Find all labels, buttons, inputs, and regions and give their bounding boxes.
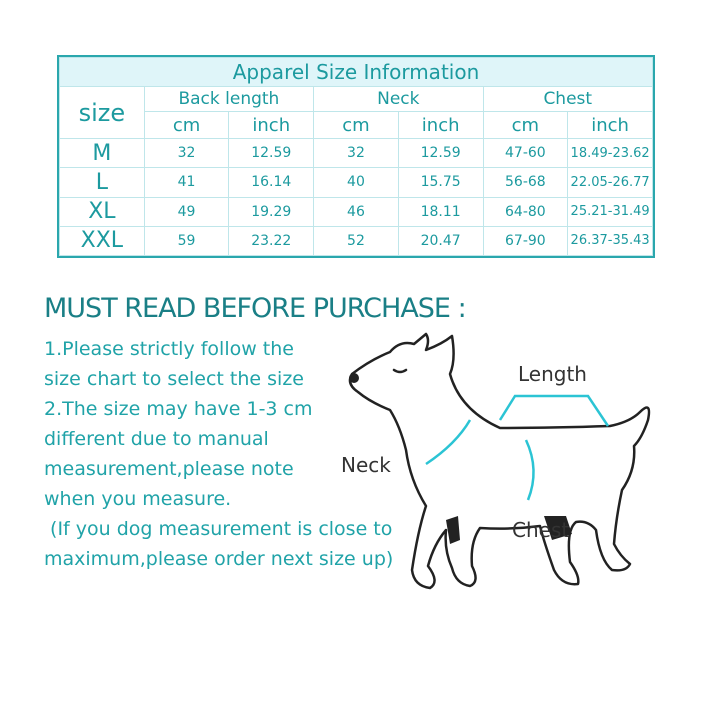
notice-line: size chart to select the size	[44, 368, 304, 390]
chest-header: Chest	[482, 85, 654, 113]
value-cell: 22.05-26.77	[567, 167, 653, 198]
size-cell: L	[59, 167, 145, 198]
notice-line: different due to manual	[44, 428, 269, 450]
value-cell: 40	[313, 167, 399, 198]
value-cell: 12.59	[228, 137, 315, 169]
value-cell: 56-68	[482, 167, 569, 198]
value-cell: 23.22	[228, 225, 315, 257]
value-cell: 19.29	[228, 196, 315, 227]
value-cell: 46	[313, 196, 399, 227]
neck-label: Neck	[341, 453, 391, 477]
unit-header: inch	[397, 111, 484, 139]
table-row: L 41 16.14 40 15.75 56-68 22.05-26.77	[59, 167, 653, 198]
notice-line: 1.Please strictly follow the	[44, 338, 294, 360]
size-cell: XL	[59, 196, 145, 227]
unit-header: inch	[567, 111, 653, 139]
value-cell: 25.21-31.49	[567, 196, 653, 227]
value-cell: 32	[313, 137, 399, 169]
dog-outline	[348, 332, 651, 590]
value-cell: 52	[313, 225, 399, 257]
dog-nose	[349, 373, 359, 383]
unit-header: inch	[228, 111, 315, 139]
value-cell: 64-80	[482, 196, 569, 227]
table-row: XL 49 19.29 46 18.11 64-80 25.21-31.49	[59, 196, 653, 227]
neck-arrow-icon	[425, 419, 472, 466]
length-label: Length	[518, 362, 587, 386]
value-cell: 20.47	[397, 225, 484, 257]
notice-line: maximum,please order next size up)	[44, 548, 394, 570]
dog-paw-marks	[446, 516, 572, 544]
table-row: M 32 12.59 32 12.59 47-60 18.49-23.62	[59, 137, 653, 169]
chest-label: Chest	[512, 518, 570, 542]
notice-heading: MUST READ BEFORE PURCHASE :	[44, 293, 467, 324]
table-row: XXL 59 23.22 52 20.47 67-90 26.37-35.43	[59, 225, 653, 257]
value-cell: 18.11	[397, 196, 484, 227]
size-table: Apparel Size Information size Back lengt…	[57, 55, 655, 258]
notice-text: 1.Please strictly follow the size chart …	[44, 334, 393, 574]
neck-header: Neck	[313, 85, 484, 113]
value-cell: 16.14	[228, 167, 315, 198]
chest-arrow-icon	[524, 439, 535, 501]
notice-line: when you measure.	[44, 488, 232, 510]
table-title: Apparel Size Information	[59, 57, 653, 87]
back-length-header: Back length	[143, 85, 315, 113]
value-cell: 47-60	[482, 137, 569, 169]
notice-line: 2.The size may have 1-3 cm	[44, 398, 313, 420]
length-arrow-icon	[498, 394, 610, 427]
dog-measurement-illustration	[348, 332, 651, 590]
value-cell: 67-90	[482, 225, 569, 257]
notice-line: measurement,please note	[44, 458, 294, 480]
size-header: size	[59, 86, 145, 139]
notice-line: (If you dog measurement is close to	[44, 518, 393, 540]
measurement-arrows	[425, 394, 610, 501]
value-cell: 12.59	[397, 137, 484, 169]
value-cell: 59	[143, 225, 230, 257]
value-cell: 18.49-23.62	[567, 137, 653, 169]
size-cell: XXL	[59, 225, 145, 257]
unit-header: cm	[482, 111, 569, 139]
value-cell: 49	[143, 196, 230, 227]
unit-header: cm	[143, 111, 230, 139]
value-cell: 32	[143, 137, 230, 169]
size-cell: M	[59, 137, 145, 169]
value-cell: 41	[143, 167, 230, 198]
value-cell: 26.37-35.43	[567, 225, 653, 257]
value-cell: 15.75	[397, 167, 484, 198]
unit-header: cm	[313, 111, 399, 139]
